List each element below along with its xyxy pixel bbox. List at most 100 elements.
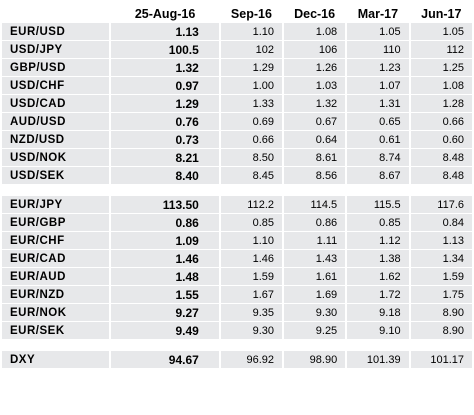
forecast-rate-cell: 112 bbox=[410, 41, 472, 58]
table-row: EUR/GBP 0.86 0.85 0.86 0.85 0.84 bbox=[2, 214, 472, 231]
currency-pair-label: EUR/GBP bbox=[2, 214, 110, 231]
forecast-rate-cell: 1.25 bbox=[410, 59, 472, 76]
currency-pair-label: EUR/NZD bbox=[2, 286, 110, 303]
forecast-rate-cell: 1.59 bbox=[410, 268, 472, 285]
currency-pair-label: DXY bbox=[2, 351, 110, 368]
forecast-rate-cell: 0.65 bbox=[347, 113, 409, 130]
spot-rate-cell: 8.40 bbox=[111, 167, 219, 184]
spot-rate-cell: 9.27 bbox=[111, 304, 219, 321]
forecast-rate-cell: 101.17 bbox=[410, 351, 472, 368]
currency-pair-label: USD/JPY bbox=[2, 41, 110, 58]
forecast-rate-cell: 8.61 bbox=[284, 149, 346, 166]
forecast-rate-cell: 112.2 bbox=[220, 196, 282, 213]
forecast-rate-cell: 1.03 bbox=[284, 77, 346, 94]
header-cell: Jun-17 bbox=[421, 6, 462, 21]
forecast-rate-cell: 0.66 bbox=[220, 131, 282, 148]
forecast-rate-cell: 1.59 bbox=[220, 268, 282, 285]
forecast-rate-cell: 8.56 bbox=[284, 167, 346, 184]
table-row: EUR/AUD 1.48 1.59 1.61 1.62 1.59 bbox=[2, 268, 472, 285]
forecast-rate-cell: 1.75 bbox=[410, 286, 472, 303]
forecast-rate-cell: 101.39 bbox=[347, 351, 409, 368]
spot-rate-cell: 8.21 bbox=[111, 149, 219, 166]
forecast-rate-cell: 1.08 bbox=[284, 23, 346, 40]
spot-rate-cell: 0.73 bbox=[111, 131, 219, 148]
forecast-rate-cell: 8.50 bbox=[220, 149, 282, 166]
forecast-rate-cell: 9.10 bbox=[347, 322, 409, 339]
table-row: EUR/SEK 9.49 9.30 9.25 9.10 8.90 bbox=[2, 322, 472, 339]
fx-forecast-table: 25-Aug-16 Sep-16 Dec-16 Mar-17 Jun-17 EU… bbox=[0, 4, 474, 369]
forecast-rate-cell: 0.64 bbox=[284, 131, 346, 148]
table-row: USD/CHF 0.97 1.00 1.03 1.07 1.08 bbox=[2, 77, 472, 94]
forecast-rate-cell: 0.85 bbox=[220, 214, 282, 231]
forecast-rate-cell: 0.69 bbox=[220, 113, 282, 130]
forecast-rate-cell: 0.61 bbox=[347, 131, 409, 148]
header-cell: Dec-16 bbox=[294, 6, 336, 21]
forecast-rate-cell: 1.26 bbox=[284, 59, 346, 76]
currency-pair-label: EUR/NOK bbox=[2, 304, 110, 321]
forecast-rate-cell: 1.05 bbox=[410, 23, 472, 40]
forecast-rate-cell: 1.10 bbox=[220, 23, 282, 40]
currency-pair-label: EUR/USD bbox=[2, 23, 110, 40]
spot-rate-cell: 0.86 bbox=[111, 214, 219, 231]
currency-pair-label: USD/SEK bbox=[2, 167, 110, 184]
forecast-rate-cell: 0.84 bbox=[410, 214, 472, 231]
forecast-rate-cell: 1.13 bbox=[410, 232, 472, 249]
forecast-rate-cell: 0.67 bbox=[284, 113, 346, 130]
forecast-rate-cell: 1.11 bbox=[284, 232, 346, 249]
table-row: EUR/JPY 113.50 112.2 114.5 115.5 117.6 bbox=[2, 196, 472, 213]
header-cell: 25-Aug-16 bbox=[134, 6, 196, 21]
forecast-rate-cell: 1.33 bbox=[220, 95, 282, 112]
spot-rate-cell: 0.97 bbox=[111, 77, 219, 94]
header-row: 25-Aug-16 Sep-16 Dec-16 Mar-17 Jun-17 bbox=[2, 5, 472, 22]
forecast-rate-cell: 9.25 bbox=[284, 322, 346, 339]
forecast-rate-cell: 114.5 bbox=[284, 196, 346, 213]
forecast-rate-cell: 110 bbox=[347, 41, 409, 58]
spot-rate-cell: 1.13 bbox=[111, 23, 219, 40]
table-row: USD/NOK 8.21 8.50 8.61 8.74 8.48 bbox=[2, 149, 472, 166]
spot-rate-cell: 1.46 bbox=[111, 250, 219, 267]
currency-pair-label: USD/CAD bbox=[2, 95, 110, 112]
group-spacer bbox=[2, 185, 472, 195]
forecast-rate-cell: 0.66 bbox=[410, 113, 472, 130]
forecast-rate-cell: 1.31 bbox=[347, 95, 409, 112]
spot-rate-cell: 1.29 bbox=[111, 95, 219, 112]
spot-rate-cell: 1.32 bbox=[111, 59, 219, 76]
forecast-rate-cell: 1.23 bbox=[347, 59, 409, 76]
forecast-rate-cell: 1.46 bbox=[220, 250, 282, 267]
table-row: USD/JPY 100.5 102 106 110 112 bbox=[2, 41, 472, 58]
forecast-rate-cell: 1.69 bbox=[284, 286, 346, 303]
spot-rate-cell: 9.49 bbox=[111, 322, 219, 339]
forecast-rate-cell: 1.32 bbox=[284, 95, 346, 112]
spot-rate-cell: 0.76 bbox=[111, 113, 219, 130]
group-spacer-cell bbox=[2, 185, 472, 195]
forecast-rate-cell: 0.85 bbox=[347, 214, 409, 231]
spot-rate-cell: 1.48 bbox=[111, 268, 219, 285]
forecast-rate-cell: 8.48 bbox=[410, 167, 472, 184]
forecast-rate-cell: 8.67 bbox=[347, 167, 409, 184]
forecast-rate-cell: 1.72 bbox=[347, 286, 409, 303]
currency-pair-label: EUR/JPY bbox=[2, 196, 110, 213]
currency-pair-label: EUR/SEK bbox=[2, 322, 110, 339]
forecast-rate-cell: 0.60 bbox=[410, 131, 472, 148]
table-row: EUR/NZD 1.55 1.67 1.69 1.72 1.75 bbox=[2, 286, 472, 303]
forecast-rate-cell: 8.48 bbox=[410, 149, 472, 166]
forecast-rate-cell: 1.28 bbox=[410, 95, 472, 112]
currency-pair-label: EUR/CAD bbox=[2, 250, 110, 267]
table-row: EUR/CAD 1.46 1.46 1.43 1.38 1.34 bbox=[2, 250, 472, 267]
forecast-rate-cell: 1.12 bbox=[347, 232, 409, 249]
table-row: USD/CAD 1.29 1.33 1.32 1.31 1.28 bbox=[2, 95, 472, 112]
forecast-rate-cell: 102 bbox=[220, 41, 282, 58]
currency-pair-label: EUR/CHF bbox=[2, 232, 110, 249]
forecast-rate-cell: 0.86 bbox=[284, 214, 346, 231]
forecast-rate-cell: 106 bbox=[284, 41, 346, 58]
forecast-rate-cell: 98.90 bbox=[284, 351, 346, 368]
forecast-rate-cell: 8.90 bbox=[410, 304, 472, 321]
forecast-rate-cell: 1.07 bbox=[347, 77, 409, 94]
currency-pair-label: USD/NOK bbox=[2, 149, 110, 166]
forecast-rate-cell: 9.30 bbox=[220, 322, 282, 339]
header-cell: Mar-17 bbox=[357, 6, 399, 21]
forecast-rate-cell: 1.10 bbox=[220, 232, 282, 249]
forecast-rate-cell: 1.67 bbox=[220, 286, 282, 303]
forecast-rate-cell: 1.34 bbox=[410, 250, 472, 267]
